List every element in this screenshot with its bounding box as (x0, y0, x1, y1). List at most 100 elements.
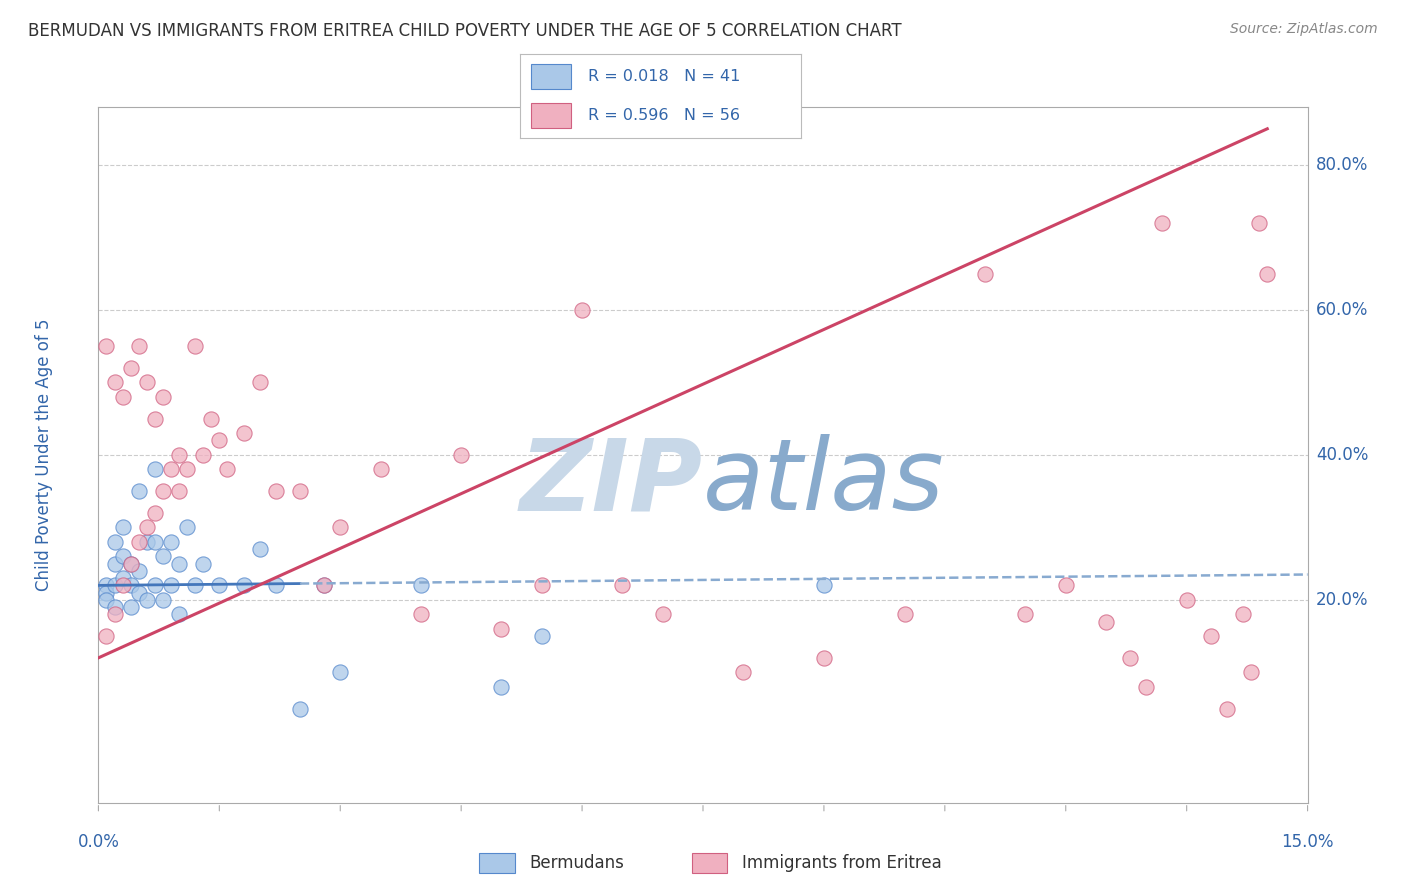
Text: 80.0%: 80.0% (1316, 156, 1368, 174)
Point (314, 578, 336, 592)
Point (1249, 216, 1271, 230)
Point (329, 520, 352, 534)
Point (813, 651, 835, 665)
Point (208, 434, 231, 448)
Point (409, 607, 432, 622)
Point (491, 680, 513, 694)
Point (167, 607, 190, 622)
Point (135, 592, 157, 607)
Point (160, 462, 183, 476)
Point (409, 578, 432, 592)
Point (1014, 607, 1036, 622)
Point (193, 557, 215, 571)
Point (733, 665, 755, 680)
Point (120, 600, 142, 615)
Text: 60.0%: 60.0% (1316, 301, 1368, 319)
Point (152, 549, 174, 564)
Point (103, 607, 125, 622)
Text: Child Poverty Under the Age of 5: Child Poverty Under the Age of 5 (35, 318, 53, 591)
Point (103, 600, 125, 615)
Point (491, 622, 513, 636)
Point (530, 629, 553, 643)
Point (135, 534, 157, 549)
Point (103, 578, 125, 592)
Point (96, 592, 118, 607)
Point (264, 484, 287, 499)
Text: Source: ZipAtlas.com: Source: ZipAtlas.com (1230, 22, 1378, 37)
Point (143, 462, 166, 476)
Point (120, 578, 142, 592)
Point (571, 303, 593, 318)
Text: R = 0.596   N = 56: R = 0.596 N = 56 (588, 108, 740, 123)
Point (651, 607, 673, 622)
Point (143, 578, 166, 592)
Point (612, 578, 634, 592)
Text: BERMUDAN VS IMMIGRANTS FROM ERITREA CHILD POVERTY UNDER THE AGE OF 5 CORRELATION: BERMUDAN VS IMMIGRANTS FROM ERITREA CHIL… (28, 22, 901, 40)
Point (160, 534, 183, 549)
Point (128, 585, 150, 599)
Point (193, 448, 215, 462)
Point (813, 578, 835, 592)
Point (120, 557, 142, 571)
Point (184, 578, 207, 592)
Point (103, 557, 125, 571)
Text: 15.0%: 15.0% (1281, 833, 1334, 851)
Point (249, 376, 271, 390)
Point (143, 534, 166, 549)
Point (1240, 665, 1263, 680)
Point (111, 571, 134, 585)
Point (200, 411, 222, 425)
Point (208, 578, 231, 592)
Point (103, 534, 125, 549)
Point (288, 701, 311, 715)
Point (1135, 680, 1157, 694)
Point (1152, 216, 1174, 230)
Point (232, 426, 254, 441)
Point (111, 549, 134, 564)
Point (143, 506, 166, 520)
Point (143, 411, 166, 425)
Point (96, 578, 118, 592)
Point (160, 578, 183, 592)
Point (167, 557, 190, 571)
Point (111, 578, 134, 592)
Point (249, 542, 271, 557)
Point (329, 665, 352, 680)
Bar (479, 853, 515, 873)
Point (176, 462, 198, 476)
Text: R = 0.018   N = 41: R = 0.018 N = 41 (588, 69, 740, 84)
Bar (692, 853, 727, 873)
Point (1256, 267, 1278, 281)
Text: 0.0%: 0.0% (77, 833, 120, 851)
Text: 40.0%: 40.0% (1316, 446, 1368, 464)
Bar (531, 103, 571, 128)
Point (167, 448, 190, 462)
Text: atlas: atlas (703, 434, 945, 532)
Point (128, 484, 150, 499)
Point (264, 578, 287, 592)
Point (103, 376, 125, 390)
Point (128, 534, 150, 549)
Point (232, 578, 254, 592)
Point (176, 520, 198, 534)
Point (974, 267, 997, 281)
Point (1095, 615, 1118, 629)
Point (217, 462, 239, 476)
Point (152, 484, 174, 499)
Point (288, 484, 311, 499)
Point (893, 607, 915, 622)
Point (167, 484, 190, 499)
Point (128, 339, 150, 353)
Point (450, 448, 472, 462)
Bar (531, 63, 571, 89)
Point (1216, 701, 1239, 715)
Point (1119, 651, 1142, 665)
Point (1054, 578, 1077, 592)
Point (96, 339, 118, 353)
Point (128, 564, 150, 578)
Text: Bermudans: Bermudans (530, 854, 624, 872)
Text: Immigrants from Eritrea: Immigrants from Eritrea (742, 854, 942, 872)
Point (1199, 629, 1222, 643)
Point (120, 557, 142, 571)
Point (111, 390, 134, 404)
